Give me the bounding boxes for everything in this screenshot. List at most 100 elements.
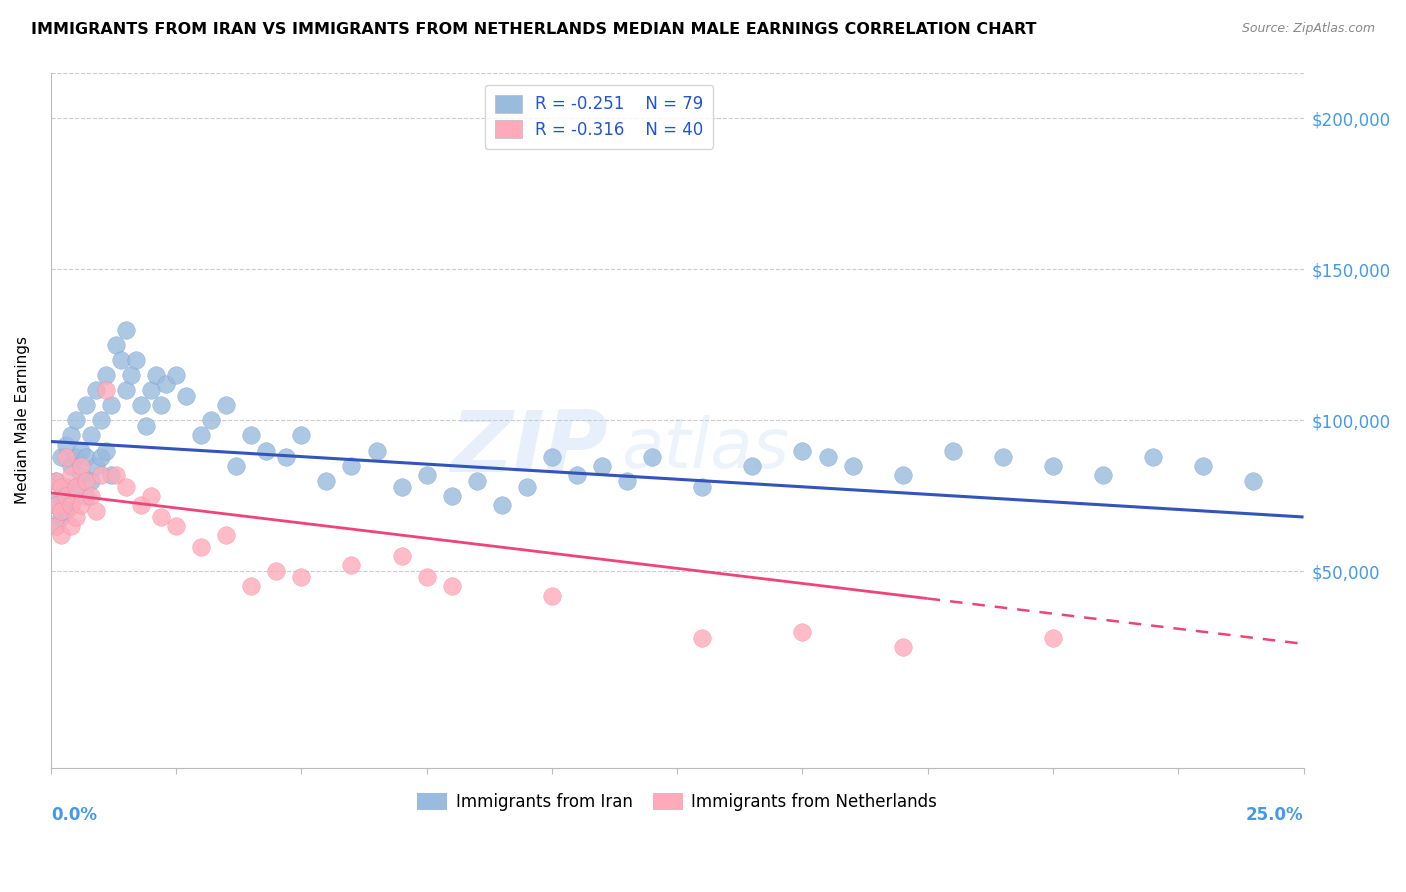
Point bbox=[65, 480, 87, 494]
Text: ZIP: ZIP bbox=[451, 407, 609, 490]
Point bbox=[100, 398, 122, 412]
Point bbox=[991, 450, 1014, 464]
Point bbox=[315, 474, 337, 488]
Point bbox=[80, 489, 103, 503]
Point bbox=[415, 467, 437, 482]
Point bbox=[115, 480, 138, 494]
Point bbox=[817, 450, 839, 464]
Point bbox=[55, 480, 77, 494]
Point bbox=[1192, 458, 1215, 473]
Point bbox=[340, 458, 363, 473]
Point bbox=[90, 450, 112, 464]
Point bbox=[49, 528, 72, 542]
Point bbox=[84, 383, 107, 397]
Point bbox=[135, 419, 157, 434]
Point bbox=[741, 458, 763, 473]
Point bbox=[45, 498, 67, 512]
Point bbox=[90, 467, 112, 482]
Point bbox=[75, 489, 97, 503]
Point bbox=[55, 504, 77, 518]
Point bbox=[174, 389, 197, 403]
Point bbox=[139, 383, 162, 397]
Point bbox=[690, 480, 713, 494]
Point bbox=[1042, 458, 1064, 473]
Text: IMMIGRANTS FROM IRAN VS IMMIGRANTS FROM NETHERLANDS MEDIAN MALE EARNINGS CORRELA: IMMIGRANTS FROM IRAN VS IMMIGRANTS FROM … bbox=[31, 22, 1036, 37]
Point bbox=[100, 467, 122, 482]
Point bbox=[59, 458, 82, 473]
Point bbox=[266, 565, 288, 579]
Legend: R = -0.251    N = 79, R = -0.316    N = 40: R = -0.251 N = 79, R = -0.316 N = 40 bbox=[485, 85, 713, 149]
Point bbox=[690, 631, 713, 645]
Point bbox=[139, 489, 162, 503]
Point bbox=[129, 398, 152, 412]
Point bbox=[641, 450, 664, 464]
Point bbox=[541, 589, 564, 603]
Point bbox=[155, 377, 177, 392]
Point bbox=[59, 498, 82, 512]
Point bbox=[215, 398, 238, 412]
Point bbox=[70, 443, 93, 458]
Point bbox=[129, 498, 152, 512]
Point bbox=[104, 338, 127, 352]
Point bbox=[65, 450, 87, 464]
Point bbox=[115, 383, 138, 397]
Point bbox=[59, 519, 82, 533]
Text: 25.0%: 25.0% bbox=[1246, 805, 1303, 824]
Point bbox=[55, 489, 77, 503]
Point bbox=[45, 519, 67, 533]
Point bbox=[90, 413, 112, 427]
Point bbox=[55, 437, 77, 451]
Point bbox=[49, 504, 72, 518]
Point bbox=[200, 413, 222, 427]
Point bbox=[254, 443, 277, 458]
Point bbox=[616, 474, 638, 488]
Point bbox=[276, 450, 298, 464]
Point bbox=[59, 428, 82, 442]
Point bbox=[84, 504, 107, 518]
Point bbox=[391, 549, 413, 564]
Point bbox=[1142, 450, 1164, 464]
Point bbox=[59, 498, 82, 512]
Point bbox=[94, 368, 117, 382]
Y-axis label: Median Male Earnings: Median Male Earnings bbox=[15, 336, 30, 504]
Point bbox=[565, 467, 588, 482]
Point bbox=[49, 450, 72, 464]
Point bbox=[49, 489, 72, 503]
Point bbox=[1241, 474, 1264, 488]
Point bbox=[891, 467, 914, 482]
Point bbox=[110, 353, 132, 368]
Point bbox=[792, 443, 814, 458]
Point bbox=[415, 570, 437, 584]
Point bbox=[942, 443, 965, 458]
Point bbox=[80, 428, 103, 442]
Point bbox=[1092, 467, 1115, 482]
Point bbox=[190, 428, 212, 442]
Point bbox=[290, 428, 312, 442]
Point bbox=[841, 458, 863, 473]
Point bbox=[165, 368, 187, 382]
Point bbox=[465, 474, 488, 488]
Point bbox=[49, 510, 72, 524]
Point bbox=[792, 624, 814, 639]
Point bbox=[150, 398, 173, 412]
Point bbox=[70, 458, 93, 473]
Point bbox=[125, 353, 148, 368]
Point bbox=[45, 474, 67, 488]
Point bbox=[891, 640, 914, 654]
Point bbox=[120, 368, 142, 382]
Point bbox=[290, 570, 312, 584]
Point bbox=[541, 450, 564, 464]
Point bbox=[84, 458, 107, 473]
Point bbox=[49, 480, 72, 494]
Point bbox=[591, 458, 613, 473]
Point bbox=[516, 480, 538, 494]
Point bbox=[150, 510, 173, 524]
Point bbox=[70, 498, 93, 512]
Point bbox=[45, 519, 67, 533]
Point bbox=[240, 579, 263, 593]
Point bbox=[45, 498, 67, 512]
Point bbox=[55, 450, 77, 464]
Text: atlas: atlas bbox=[621, 415, 789, 482]
Point bbox=[75, 398, 97, 412]
Point bbox=[104, 467, 127, 482]
